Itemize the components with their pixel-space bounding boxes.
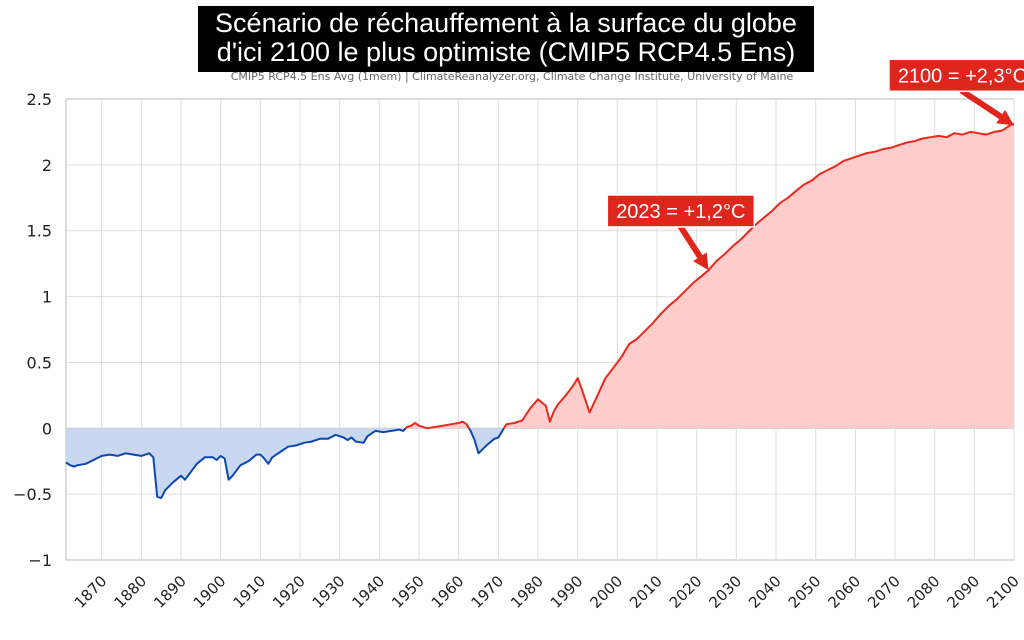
x-tick-label: 1970 [467,572,507,612]
x-tick-label: 1870 [71,572,111,612]
y-tick-label: −0.5 [13,485,52,504]
series-lines [65,123,1015,500]
x-tick-label: 2100 [983,572,1023,612]
chart-subtitle: CMIP5 RCP4.5 Ens Avg (1mem) | ClimateRea… [230,70,794,83]
annotation-label: 2100 = +2,3°C [898,65,1024,87]
x-tick-label: 1890 [150,572,190,612]
x-tick-label: 2090 [943,572,983,612]
y-tick-label: 0.5 [27,353,52,372]
chart-title: Scénario de réchauffement à la surface d… [198,6,814,72]
annotations: 2023 = +1,2°C 2100 = +2,3°C [606,58,1024,271]
y-tick-label: 0 [42,419,52,438]
annotation-arrow-head [693,252,709,271]
x-tick-label: 1880 [110,572,150,612]
annotation-arrow-shaft [677,223,703,260]
annotation-box [606,194,756,228]
x-tick-label: 1930 [309,572,349,612]
x-tick-label: 2070 [864,572,904,612]
negative-series-line [65,427,407,500]
positive-series-line [405,420,470,430]
x-tick-label: 2050 [785,572,825,612]
positive-series-line [503,123,1015,429]
x-tick-label: 1920 [269,572,309,612]
chart-title-line-2: d'ici 2100 le plus optimiste (CMIP5 RCP4… [216,37,796,67]
annotation-arrow-shaft [959,88,1004,120]
x-tick-label: 2000 [586,572,626,612]
x-tick-label: 2010 [626,572,666,612]
negative-area [66,428,406,499]
x-tick-label: 1960 [428,572,468,612]
annotation-box [888,58,1024,93]
x-tick-label: 1900 [190,572,230,612]
x-tick-label: 1980 [507,572,547,612]
annotation-label: 2023 = +1,2°C [616,201,745,223]
y-tick-label: 1 [42,288,52,307]
x-tick-label: 2020 [666,572,706,612]
negative-area [469,428,504,454]
x-tick-label: 2080 [904,572,944,612]
positive-area [503,124,1014,429]
y-tick-label: 2.5 [27,90,52,109]
annotation-arrow-head [996,109,1014,126]
x-axis-ticks: 1870 1880 1890 1900 1910 1920 1930 1940 1950 1960… [71,572,1023,612]
y-tick-label: 2 [42,156,52,175]
y-tick-label: 1.5 [27,222,52,241]
x-tick-label: 1950 [388,572,428,612]
x-tick-label: 2030 [705,572,745,612]
x-tick-label: 1990 [547,572,587,612]
x-tick-label: 2060 [824,572,864,612]
x-tick-label: 1910 [229,572,269,612]
x-tick-label: 1940 [348,572,388,612]
y-tick-label: −1 [28,551,52,570]
y-axis-ticks: 2.5 2 1.5 1 0.5 0 −0.5 −1 [13,90,52,570]
x-tick-label: 2040 [745,572,785,612]
negative-series-line [468,427,505,455]
area-fills [66,124,1014,499]
chart-title-line-1: Scénario de réchauffement à la surface d… [215,8,797,38]
